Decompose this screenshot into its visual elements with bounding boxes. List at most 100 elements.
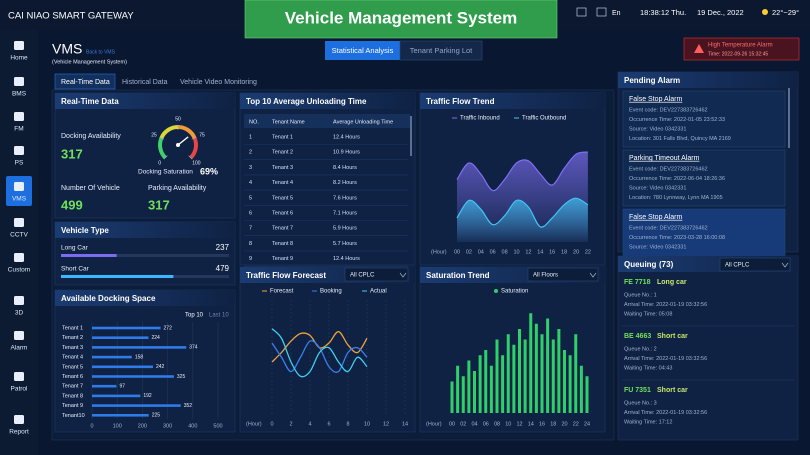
panel-header <box>55 290 235 306</box>
queue-field: Waiting Time: 17:12 <box>624 419 672 425</box>
y-tick-label: Tenant 2 <box>62 335 83 341</box>
table-cell: Tenant 2 <box>272 150 293 156</box>
scrollbar[interactable] <box>788 88 790 148</box>
toggle[interactable]: Last 10 <box>209 313 229 319</box>
bar <box>92 404 181 407</box>
nav-item[interactable]: Alarm <box>11 345 28 352</box>
alarm-icon <box>694 44 704 53</box>
panel-header <box>420 93 605 109</box>
bar <box>92 394 141 398</box>
toggle[interactable]: Top 10 <box>185 313 204 319</box>
table-cell: Tenant 4 <box>272 180 293 186</box>
nav-item[interactable]: Custom <box>8 267 30 274</box>
dropdown[interactable] <box>719 257 791 272</box>
alarm-card[interactable] <box>622 149 786 207</box>
gauge-tick <box>191 137 197 140</box>
table-cell: 12.4 Hours <box>333 256 360 262</box>
alarm-card-field: Event code: DEV227383726462 <box>629 166 708 172</box>
nav-item[interactable]: Home <box>10 55 28 62</box>
vehicle-type-name: Short Car <box>61 266 90 273</box>
nav-item[interactable]: FM <box>14 126 23 133</box>
x-tick-label: 0 <box>90 423 93 429</box>
bar <box>92 375 174 378</box>
nav-icon <box>14 77 24 86</box>
queue-field: Arrival Time: 2022-01-19 03:32:56 <box>624 410 707 416</box>
language-switch[interactable]: En <box>612 10 621 17</box>
dropdown-value[interactable]: All CPLC <box>725 263 750 269</box>
tab[interactable] <box>399 40 483 61</box>
subtab-active[interactable] <box>54 73 116 90</box>
gauge-hub <box>176 143 180 147</box>
table-cell: Tenant 5 <box>272 195 293 201</box>
alarm-card-title[interactable]: False Stop Alarm <box>629 96 682 103</box>
bar <box>512 344 516 413</box>
subtab[interactable]: Vehicle Video Monitoring <box>180 79 257 86</box>
bar <box>92 336 149 339</box>
page-title: VMS <box>52 41 82 57</box>
panel-header <box>55 93 235 109</box>
alarm-card-title[interactable]: Parking Timeout Alarm <box>629 155 700 162</box>
area <box>457 198 588 242</box>
legend-label: Actual <box>370 289 387 295</box>
nav-item[interactable]: PS <box>15 160 24 167</box>
bar <box>92 384 117 388</box>
dropdown-caret <box>589 272 597 278</box>
subtab[interactable]: Historical Data <box>122 79 168 86</box>
back-link[interactable]: Back to VMS <box>86 49 116 55</box>
nav-item[interactable]: Patrol <box>11 386 29 393</box>
x-tick-label: 4 <box>308 421 311 427</box>
data-label: 224 <box>151 335 160 341</box>
x-tick-label: 12 <box>516 421 522 427</box>
bar <box>585 376 589 413</box>
alarm-card-field: Event code: DEV227383726462 <box>629 225 708 231</box>
x-axis-label: (Hour) <box>426 421 442 427</box>
alarm-card-field: Event code: DEV227383726462 <box>629 107 708 113</box>
tab-active[interactable] <box>325 41 400 60</box>
panel-title: Traffic Flow Forecast <box>246 271 326 280</box>
data-label: 272 <box>164 325 173 331</box>
nav-item[interactable]: BMS <box>12 91 27 98</box>
progress-bar <box>61 275 174 278</box>
brand-logo: CAI NIAO SMART GATEWAY <box>8 11 134 22</box>
nav-item[interactable]: CCTV <box>10 232 28 239</box>
alarm-card[interactable] <box>622 208 786 266</box>
alarm-time: Time: 2022-09-26 15:32:45 <box>708 51 768 57</box>
realtime-panel <box>54 92 236 219</box>
panel-title: Vehicle Type <box>61 226 109 235</box>
x-tick-label: 16 <box>549 249 555 255</box>
alarm-banner[interactable] <box>683 37 800 61</box>
x-tick-label: 20 <box>573 249 579 255</box>
bar <box>523 339 527 413</box>
bar <box>478 355 482 413</box>
tab[interactable]: Statistical Analysis <box>332 46 394 55</box>
dropdown[interactable] <box>344 267 409 282</box>
nav-item[interactable]: VMS <box>12 196 27 203</box>
gauge-tick-label: 0 <box>158 161 161 167</box>
nav-item[interactable]: Report <box>9 429 29 436</box>
header-icon[interactable] <box>596 7 607 17</box>
alarm-card[interactable] <box>622 90 786 148</box>
legend-dot <box>494 289 498 293</box>
subtab[interactable]: Real-Time Data <box>61 79 110 86</box>
vehicle-kind: Short car <box>657 387 688 394</box>
alarm-card-title[interactable]: False Stop Alarm <box>629 214 682 221</box>
nav-item[interactable]: 3D <box>15 310 24 317</box>
bar <box>568 355 572 413</box>
x-tick-label: 14 <box>402 421 408 427</box>
gauge-tick-label: 75 <box>199 132 205 138</box>
x-tick-label: 14 <box>528 421 534 427</box>
dropdown-value[interactable]: All CPLC <box>350 273 375 279</box>
dropdown-value[interactable]: All Floors <box>533 273 558 279</box>
tab[interactable]: Tenant Parking Lot <box>410 46 473 55</box>
x-tick-label: 500 <box>213 423 222 429</box>
bar <box>506 334 510 413</box>
alarm-card-field: Location: 780 Lynnway, Lynn MA 1905 <box>629 195 723 201</box>
header-icon[interactable] <box>576 7 587 17</box>
scrollbar[interactable] <box>410 116 412 156</box>
table-cell: Tenant 9 <box>272 256 293 262</box>
table-cell: 8.2 Hours <box>333 180 357 186</box>
vehicle-type-name: Long Car <box>61 245 89 252</box>
legend-label: Forecast <box>270 289 294 295</box>
y-tick-label: Tenant 8 <box>62 393 83 399</box>
dropdown[interactable] <box>527 267 599 282</box>
